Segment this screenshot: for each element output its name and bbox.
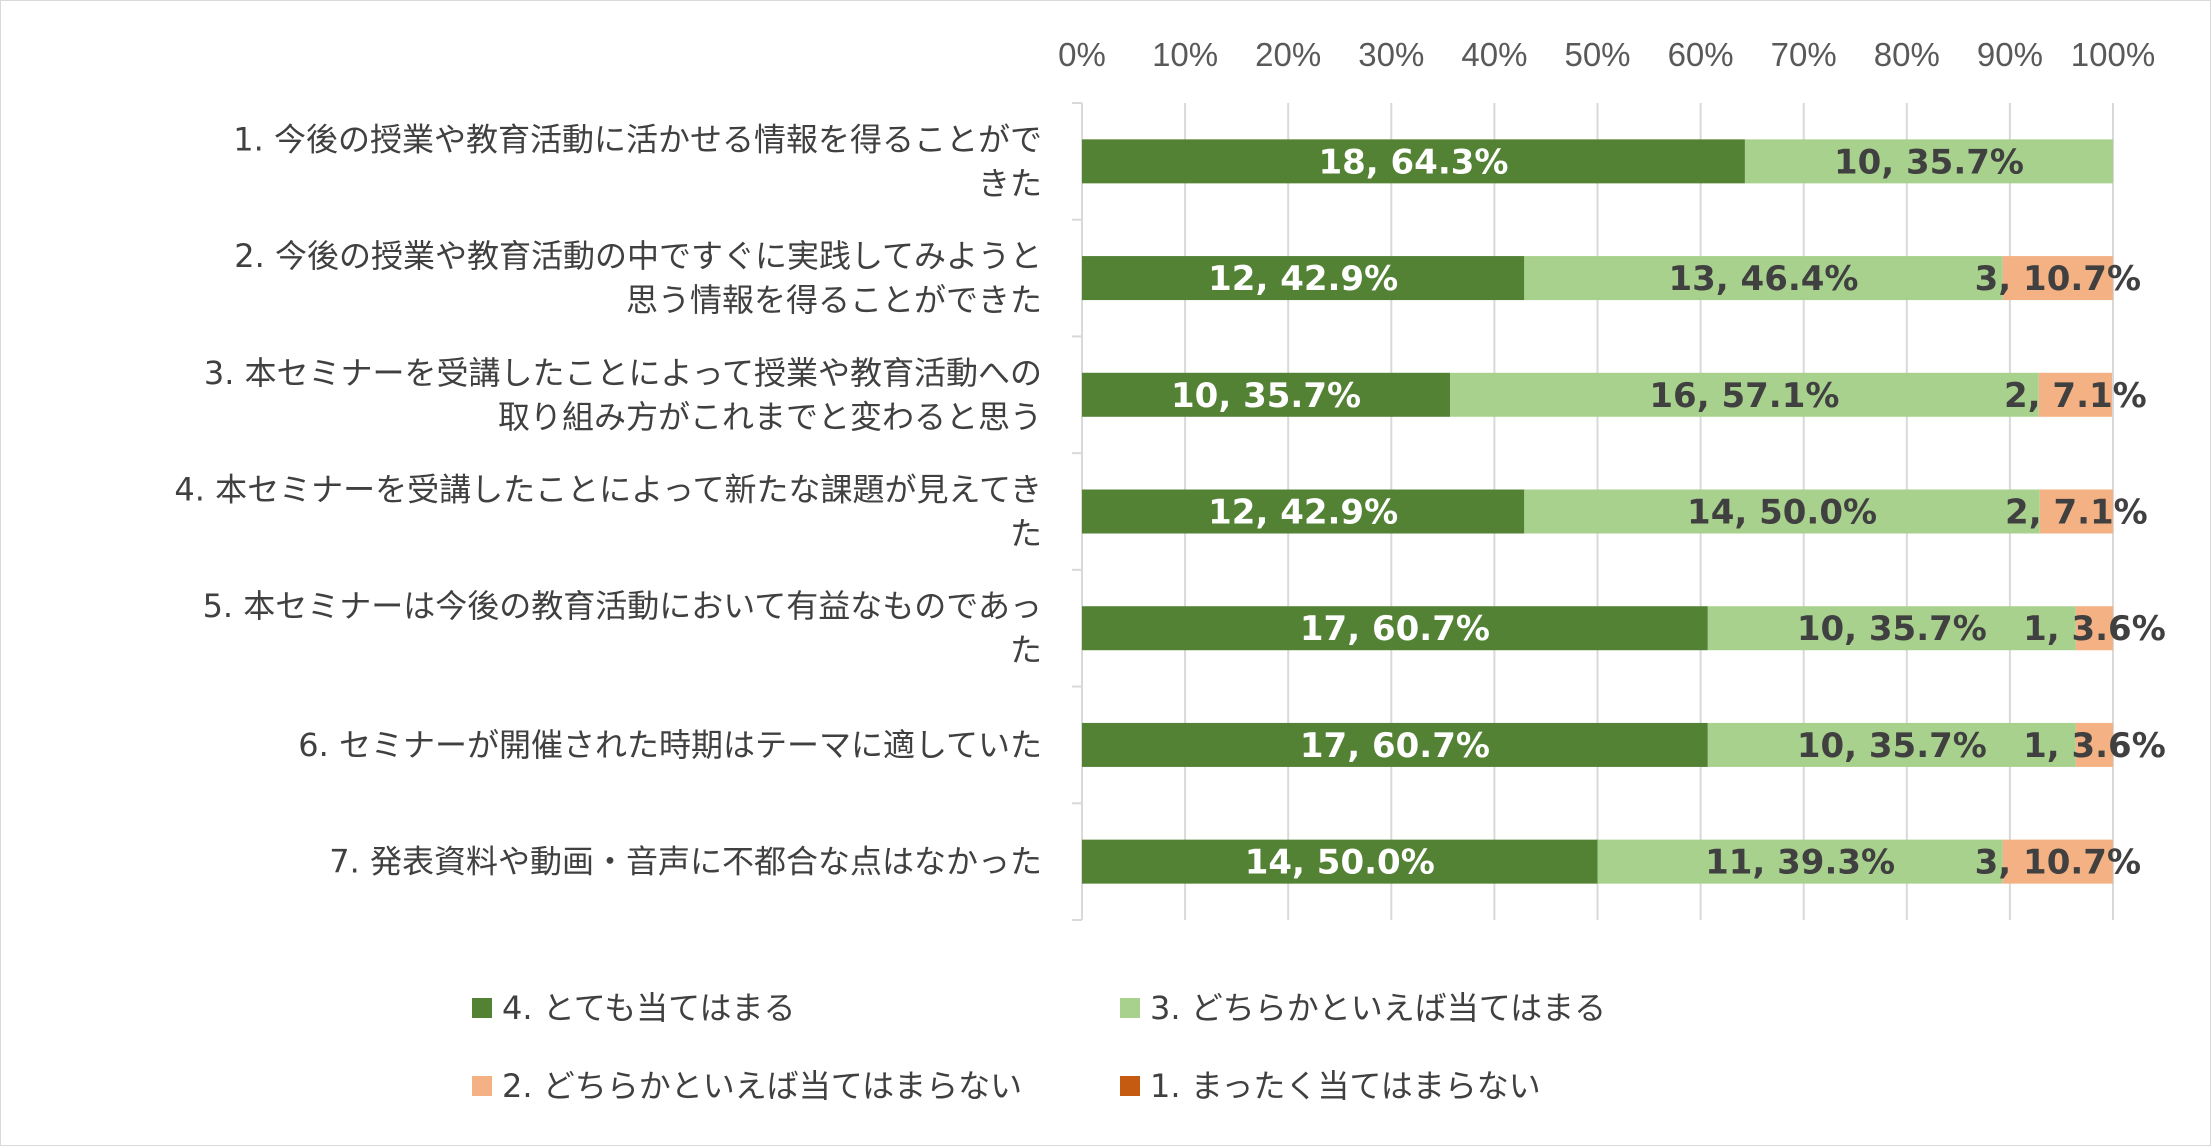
- x-tick-label: 20%: [1255, 36, 1321, 73]
- category-label: 5. 本セミナーは今後の教育活動において有益なものであっ: [203, 587, 1042, 625]
- bar-segment: [1082, 372, 1451, 417]
- category-label: 3. 本セミナーを受講したことによって授業や教育活動への: [204, 354, 1042, 392]
- legend-swatch: [1120, 1076, 1140, 1096]
- data-label: 17, 60.7%: [1300, 609, 1490, 649]
- x-axis-tick-labels: 0% 10% 20% 30% 40% 50% 60% 70% 80% 90% 100%: [1058, 36, 2155, 73]
- bar-segment: [1082, 139, 1745, 184]
- data-label: 10, 35.7%: [1797, 609, 1987, 649]
- data-label: 10, 35.7%: [1797, 726, 1987, 766]
- x-tick-label: 100%: [2071, 36, 2155, 73]
- data-label: 3, 10.7%: [1975, 843, 2141, 883]
- bar-segment: [2075, 722, 2113, 767]
- category-label: 1. 今後の授業や教育活動に活かせる情報を得ることがで: [233, 120, 1042, 158]
- data-label: 1, 3.6%: [2023, 609, 2166, 649]
- data-label: 16, 57.1%: [1649, 376, 1839, 416]
- data-label: 2, 7.1%: [2004, 376, 2147, 416]
- legend: 4. とても当てはまる 3. どちらかといえば当てはまる 2. どちらかといえば当て…: [472, 989, 1606, 1105]
- data-label: 17, 60.7%: [1300, 726, 1490, 766]
- bar-segment: [1082, 722, 1708, 767]
- data-label: 11, 39.3%: [1705, 843, 1895, 883]
- x-tick-label: 60%: [1668, 36, 1734, 73]
- data-label: 12, 42.9%: [1208, 259, 1398, 299]
- legend-label: 4. とても当てはまる: [502, 989, 796, 1027]
- legend-swatch: [472, 998, 492, 1018]
- bar-segment: [2038, 372, 2112, 417]
- data-labels: 18, 64.3% 10, 35.7% 12, 42.9% 13, 46.4% 3, 1…: [1171, 142, 2166, 882]
- bars: [1082, 139, 2113, 884]
- bar-segment: [1082, 489, 1525, 534]
- category-axis: [1072, 102, 1083, 921]
- data-label: 10, 35.7%: [1834, 142, 2024, 182]
- bar-segment: [1707, 606, 2076, 651]
- x-tick-label: 0%: [1058, 36, 1106, 73]
- bar-segment: [2039, 489, 2113, 534]
- data-label: 2, 7.1%: [2005, 493, 2148, 533]
- bar-segment: [1082, 256, 1525, 301]
- category-label: 4. 本セミナーを受講したことによって新たな課題が見えてき: [174, 471, 1042, 509]
- category-label: 2. 今後の授業や教育活動の中ですぐに実践してみようと: [234, 237, 1042, 275]
- category-label: た: [1010, 631, 1042, 669]
- legend-swatch: [472, 1076, 492, 1096]
- data-label: 13, 46.4%: [1668, 259, 1858, 299]
- category-label: 7. 発表資料や動画・音声に不都合な点はなかった: [329, 843, 1042, 881]
- bar-segment: [1524, 256, 2003, 301]
- bar-segment: [1597, 839, 2003, 884]
- x-tick-label: 90%: [1977, 36, 2043, 73]
- bar-segment: [1450, 372, 2039, 417]
- category-label: 取り組み方がこれまでと変わると思う: [498, 398, 1042, 436]
- legend-swatch: [1120, 998, 1140, 1018]
- x-tick-label: 50%: [1564, 36, 1630, 73]
- legend-label: 3. どちらかといえば当てはまる: [1150, 989, 1606, 1027]
- data-label: 3, 10.7%: [1975, 259, 2141, 299]
- x-tick-label: 70%: [1771, 36, 1837, 73]
- data-label: 10, 35.7%: [1171, 376, 1361, 416]
- bar-segment: [2075, 606, 2113, 651]
- bar-segment: [1744, 139, 2113, 184]
- category-label: 6. セミナーが開催された時期はテーマに適していた: [298, 726, 1042, 764]
- bar-segment: [1082, 606, 1708, 651]
- category-label: きた: [978, 164, 1042, 202]
- bar-segment: [1707, 722, 2076, 767]
- data-label: 14, 50.0%: [1687, 493, 1877, 533]
- bar-segment: [2002, 256, 2113, 301]
- category-label: た: [1010, 515, 1042, 553]
- x-tick-label: 10%: [1152, 36, 1218, 73]
- data-label: 18, 64.3%: [1318, 142, 1508, 182]
- x-tick-label: 30%: [1358, 36, 1424, 73]
- x-tick-label: 80%: [1874, 36, 1940, 73]
- bar-segment: [2002, 839, 2113, 884]
- legend-label: 2. どちらかといえば当てはまらない: [502, 1067, 1022, 1105]
- bar-segment: [1082, 839, 1598, 884]
- legend-label: 1. まったく当てはまらない: [1150, 1067, 1541, 1105]
- x-tick-label: 40%: [1461, 36, 1527, 73]
- category-label: 思う情報を得ることができた: [626, 281, 1042, 319]
- bar-segment: [1524, 489, 2040, 534]
- data-label: 1, 3.6%: [2023, 726, 2166, 766]
- data-label: 14, 50.0%: [1245, 843, 1435, 883]
- data-label: 12, 42.9%: [1208, 493, 1398, 533]
